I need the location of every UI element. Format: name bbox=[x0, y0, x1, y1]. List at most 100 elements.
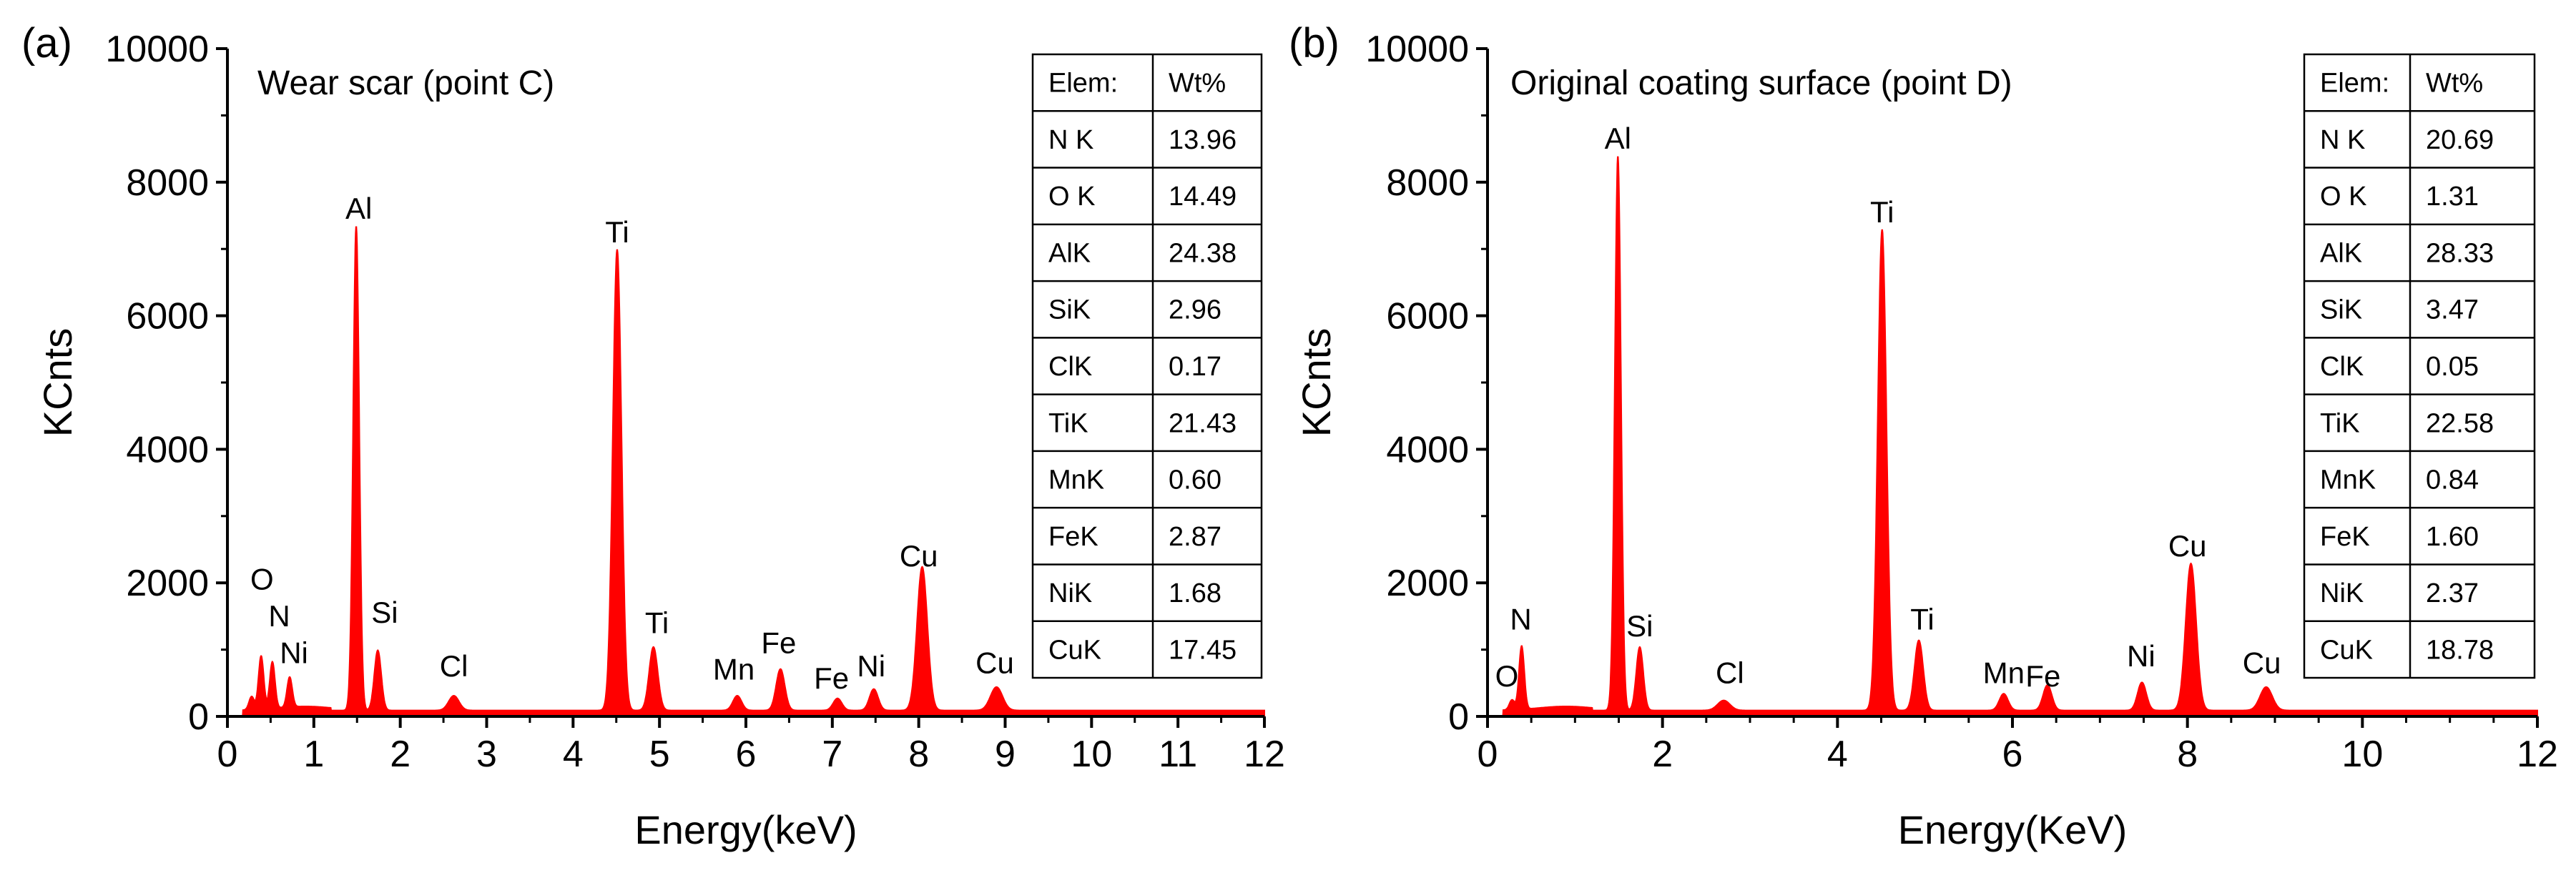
table-cell-element: TiK bbox=[1048, 408, 1088, 438]
x-tick-label: 0 bbox=[1478, 734, 1498, 775]
x-tick-label: 2 bbox=[1652, 734, 1673, 775]
x-tick-label: 10 bbox=[1071, 734, 1112, 775]
panel-a-chart: 0 1 2 3 4 5 6 7 8 9 10 11 120200040006000800010000En… bbox=[21, 20, 1285, 852]
peak-label: Si bbox=[371, 596, 398, 629]
table-header-wt: Wt% bbox=[1169, 69, 1226, 99]
x-tick-label: 9 bbox=[995, 734, 1016, 775]
table-cell-element: SiK bbox=[1048, 295, 1091, 325]
y-tick-label: 6000 bbox=[1386, 296, 1469, 337]
y-tick-label: 8000 bbox=[1386, 162, 1469, 204]
table-cell-wt-percent: 1.60 bbox=[2426, 522, 2479, 552]
y-tick-label: 2000 bbox=[1386, 563, 1469, 604]
table-header-elem: Elem: bbox=[1048, 69, 1118, 99]
x-tick-label: 4 bbox=[1827, 734, 1848, 775]
table-cell-element: N K bbox=[1048, 125, 1093, 155]
table-cell-element: CuK bbox=[1048, 635, 1101, 665]
peak-label: N bbox=[1510, 603, 1531, 636]
table-cell-element: TiK bbox=[2320, 408, 2360, 438]
composition-table: Elem: Wt% N K 20.69 O K 1.31 AlK 28.33 SiK 3.47 Cl… bbox=[2303, 53, 2536, 679]
table-cell-wt-percent: 21.43 bbox=[1169, 408, 1237, 438]
table-cell-wt-percent: 2.87 bbox=[1169, 522, 1221, 552]
x-tick-label: 6 bbox=[2002, 734, 2023, 775]
table-cell-element: FeK bbox=[1048, 522, 1098, 552]
peak-label: Cu bbox=[975, 646, 1014, 679]
table-cell-wt-percent: 18.78 bbox=[2426, 635, 2494, 665]
peak-label: Fe bbox=[761, 626, 796, 659]
table-cell-wt-percent: 14.49 bbox=[1169, 182, 1237, 212]
table-cell-element: MnK bbox=[1048, 465, 1104, 495]
peak-label: Al bbox=[345, 192, 372, 225]
table-cell-wt-percent: 0.60 bbox=[1169, 465, 1221, 495]
table-cell-wt-percent: 3.47 bbox=[2426, 295, 2479, 325]
panel-title: Wear scar (point C) bbox=[257, 64, 554, 102]
table-cell-wt-percent: 24.38 bbox=[1169, 238, 1237, 268]
y-tick-label: 2000 bbox=[126, 563, 209, 604]
table-cell-wt-percent: 2.37 bbox=[2426, 578, 2479, 608]
table-cell-element: FeK bbox=[2320, 522, 2370, 552]
peak-label: Ti bbox=[605, 215, 629, 249]
panel-label: (a) bbox=[21, 20, 72, 66]
x-tick-label: 8 bbox=[908, 734, 929, 775]
y-tick-label: 0 bbox=[1448, 696, 1469, 738]
peak-label: O bbox=[1495, 659, 1519, 693]
peak-label: Mn bbox=[713, 653, 754, 686]
table-cell-element: O K bbox=[1048, 182, 1095, 212]
peak-label: N bbox=[268, 599, 290, 633]
y-tick-label: 10000 bbox=[105, 29, 209, 70]
spectrum-series bbox=[1488, 156, 2538, 717]
table-cell-element: AlK bbox=[2320, 238, 2362, 268]
peak-label: Cu bbox=[2243, 646, 2281, 679]
composition-table: Elem: Wt% N K 13.96 O K 14.49 AlK 24.38 SiK 2.96 C… bbox=[1031, 53, 1263, 679]
y-tick-label: 10000 bbox=[1365, 29, 1469, 70]
y-axis-title: KCnts bbox=[35, 328, 80, 438]
spectrum-series bbox=[227, 226, 1265, 717]
peak-label: Ti bbox=[1870, 195, 1894, 229]
table-cell-element: MnK bbox=[2320, 465, 2376, 495]
panel-b-chart: 0 2 4 6 8 10 12 0 2000 4000 6000 8000 10000 Energy(Ke… bbox=[1289, 20, 2558, 852]
table-cell-element: CuK bbox=[2320, 635, 2373, 665]
x-tick-label: 3 bbox=[476, 734, 497, 775]
x-tick-label: 6 bbox=[736, 734, 757, 775]
table-cell-wt-percent: 28.33 bbox=[2426, 238, 2494, 268]
panel-title: Original coating surface (point D) bbox=[1510, 64, 2012, 102]
x-tick-label: 12 bbox=[2517, 734, 2558, 775]
table-cell-element: ClK bbox=[1048, 352, 1092, 382]
x-tick-label: 2 bbox=[390, 734, 411, 775]
table-cell-element: NiK bbox=[1048, 578, 1092, 608]
peak-label: Ni bbox=[280, 636, 308, 669]
table-cell-wt-percent: 0.84 bbox=[2426, 465, 2479, 495]
table-cell-element: O K bbox=[2320, 182, 2366, 212]
peak-label: Cu bbox=[2168, 529, 2207, 563]
table-cell-wt-percent: 0.05 bbox=[2426, 352, 2479, 382]
table-cell-element: SiK bbox=[2320, 295, 2362, 325]
table-header-elem: Elem: bbox=[2320, 69, 2389, 99]
y-tick-label: 6000 bbox=[126, 296, 209, 337]
peak-label: Al bbox=[1605, 122, 1631, 155]
x-tick-label: 11 bbox=[1159, 734, 1197, 775]
x-tick-label: 10 bbox=[2341, 734, 2383, 775]
x-tick-label: 4 bbox=[563, 734, 584, 775]
peak-label: Cl bbox=[440, 649, 468, 683]
x-tick-label: 8 bbox=[2177, 734, 2198, 775]
x-axis-title: Energy(keV) bbox=[634, 807, 857, 852]
y-tick-label: 4000 bbox=[1386, 429, 1469, 470]
y-axis-title: KCnts bbox=[1294, 328, 1339, 438]
peak-label: Ti bbox=[1910, 603, 1934, 636]
table-cell-element: NiK bbox=[2320, 578, 2364, 608]
x-tick-label: 7 bbox=[822, 734, 842, 775]
table-cell-element: ClK bbox=[2320, 352, 2364, 382]
peak-label: Ti bbox=[645, 606, 669, 639]
peak-label: Ni bbox=[2127, 639, 2155, 673]
x-tick-label: 0 bbox=[217, 734, 238, 775]
peak-label: Ni bbox=[857, 649, 885, 683]
y-tick-label: 4000 bbox=[126, 429, 209, 470]
table-cell-element: N K bbox=[2320, 125, 2365, 155]
x-tick-label: 1 bbox=[303, 734, 324, 775]
peak-label: O bbox=[250, 563, 274, 596]
x-tick-label: 12 bbox=[1244, 734, 1285, 775]
table-cell-wt-percent: 13.96 bbox=[1169, 125, 1237, 155]
x-tick-label: 5 bbox=[649, 734, 670, 775]
peak-label: Cu bbox=[900, 539, 938, 573]
peak-label: Si bbox=[1626, 609, 1653, 643]
peak-label: Mn bbox=[1983, 656, 2025, 689]
